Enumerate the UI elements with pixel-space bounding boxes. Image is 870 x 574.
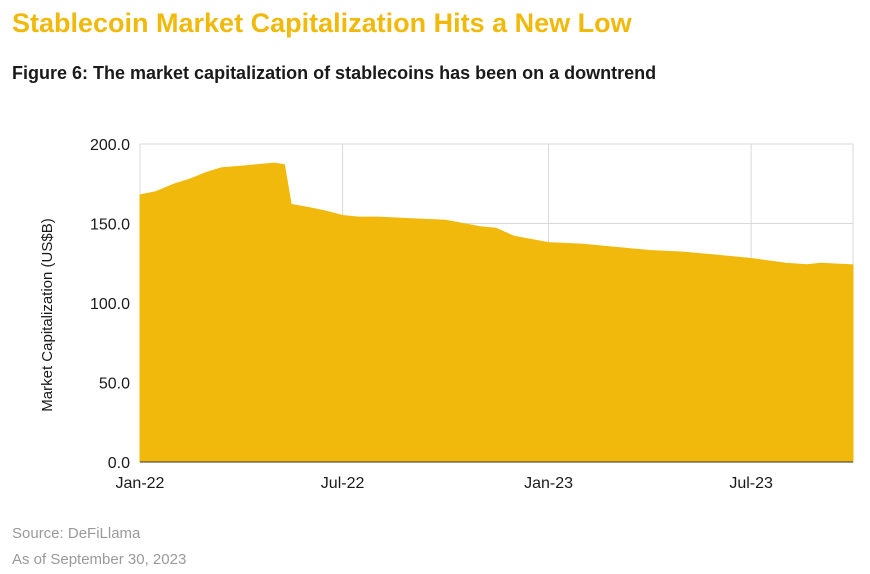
- source-note: Source: DeFiLlama: [12, 525, 141, 542]
- chart-container: 0.0 50.0 100.0 150.0 200.0 Jan-22 Jul-22 Jan-23…: [0, 110, 870, 510]
- x-tick-label: Jul-22: [321, 475, 365, 492]
- x-tick-label: Jul-23: [729, 475, 773, 492]
- y-axis-label: Market Capitalization (US$B): [39, 218, 56, 411]
- area-series: [139, 162, 854, 463]
- axes: 0.0 50.0 100.0 150.0 200.0 Jan-22 Jul-22 Jan-23…: [90, 137, 853, 492]
- market-cap-area-chart: 0.0 50.0 100.0 150.0 200.0 Jan-22 Jul-22 Jan-23…: [39, 137, 854, 492]
- y-tick-label: 50.0: [99, 376, 130, 393]
- x-tick-label: Jan-22: [116, 475, 165, 492]
- y-tick-label: 150.0: [90, 217, 130, 234]
- market-cap-area: [139, 162, 854, 463]
- as-of-note: As of September 30, 2023: [12, 551, 187, 568]
- figure-title: Figure 6: The market capitalization of s…: [12, 63, 657, 83]
- x-tick-label: Jan-23: [524, 475, 573, 492]
- y-tick-label: 0.0: [108, 455, 130, 472]
- headline: Stablecoin Market Capitalization Hits a …: [12, 8, 632, 38]
- y-tick-label: 100.0: [90, 296, 130, 313]
- y-tick-label: 200.0: [90, 137, 130, 154]
